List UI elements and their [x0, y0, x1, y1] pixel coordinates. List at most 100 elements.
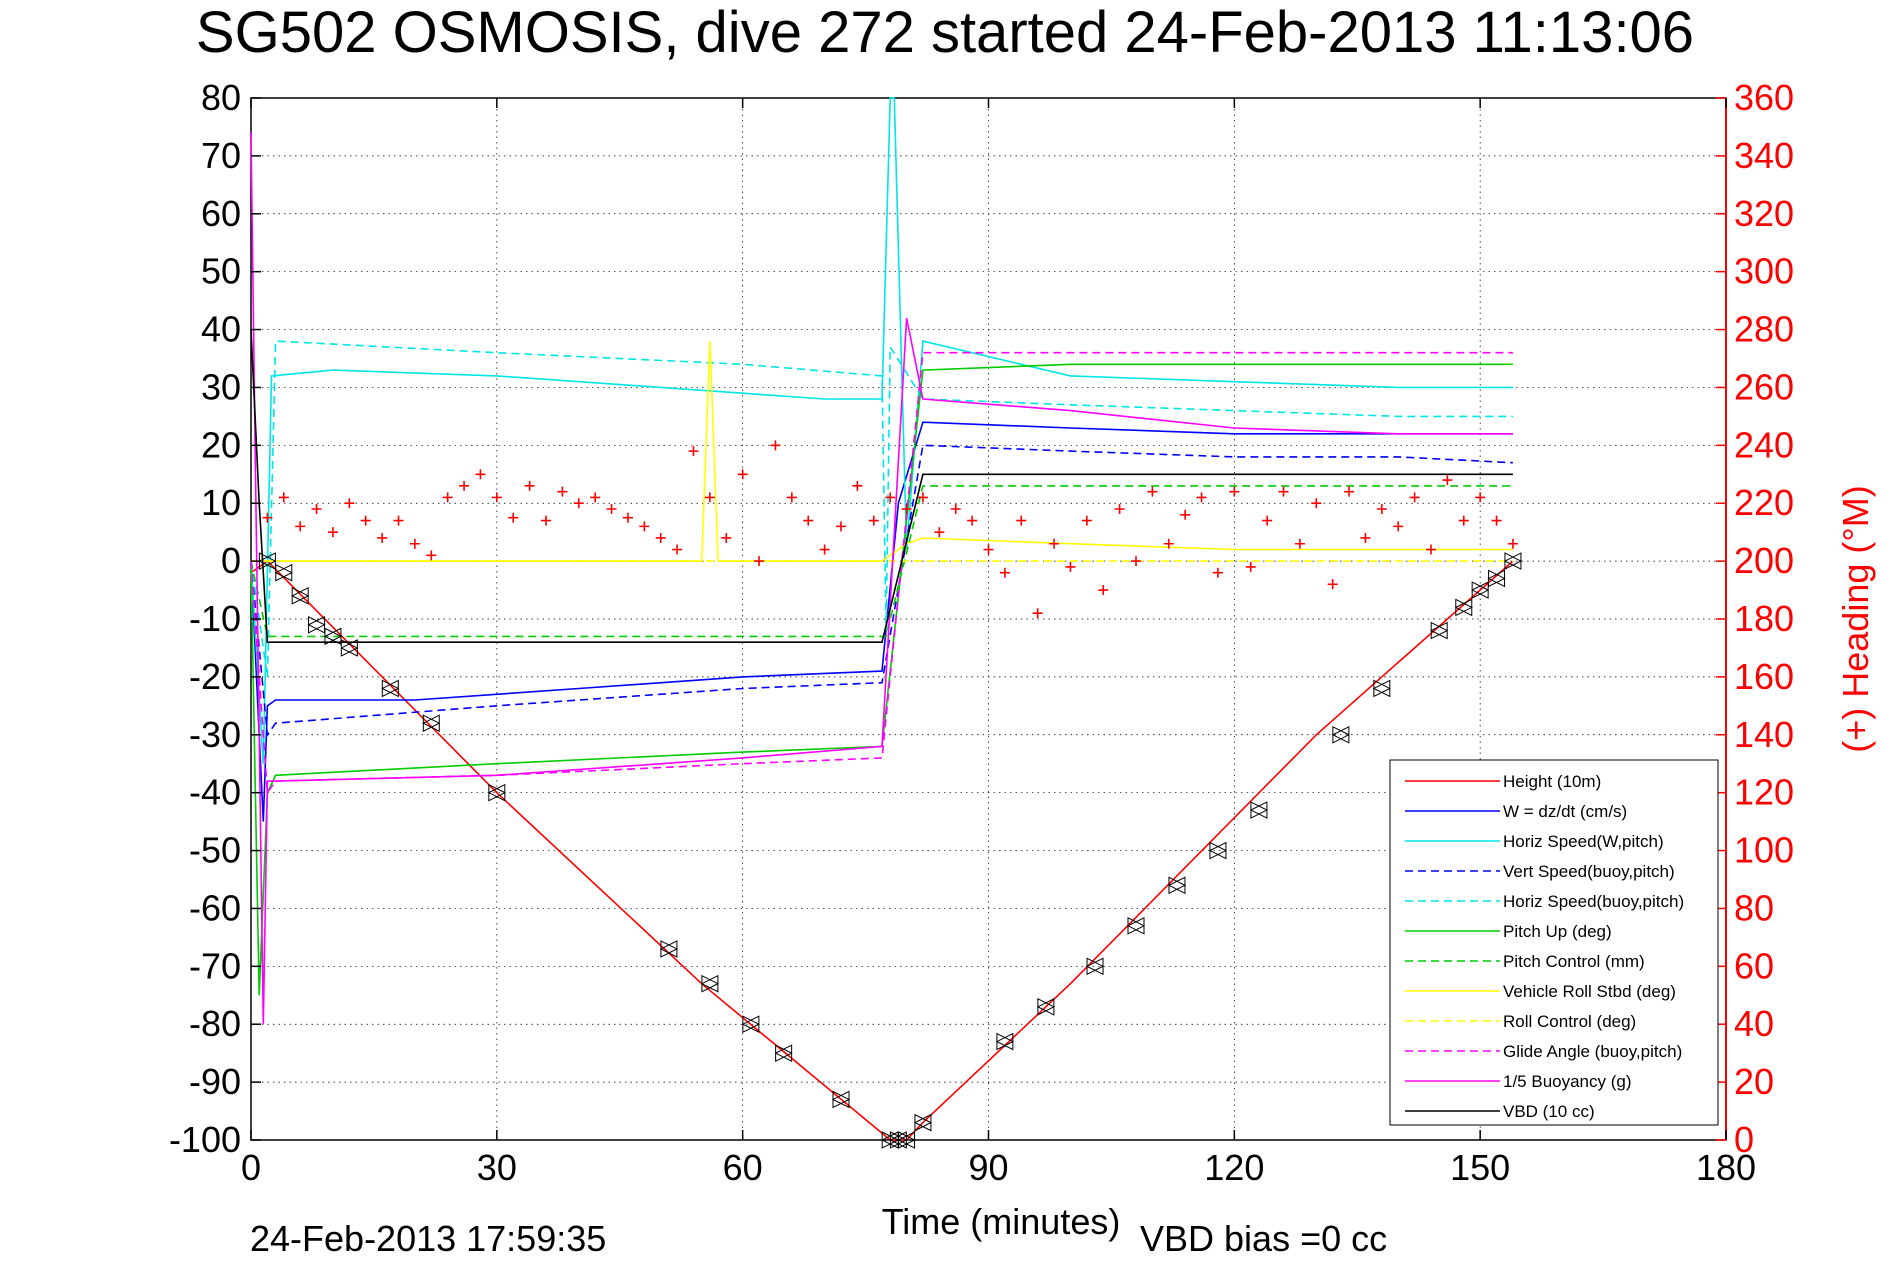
y2-ticks: 3603403203002802602402202001801601401201…	[1716, 77, 1794, 1160]
heading-point	[344, 498, 355, 509]
heading-point	[442, 492, 453, 503]
heading-point	[836, 521, 846, 532]
vbd-marker	[1454, 598, 1473, 617]
legend-label: Horiz Speed(buoy,pitch)	[1503, 892, 1684, 911]
heading-point	[590, 492, 601, 503]
series-line-1	[250, 421, 1513, 822]
y-tick-label: 20	[201, 424, 241, 465]
legend-label: Horiz Speed(W,pitch)	[1503, 832, 1664, 851]
heading-point	[459, 480, 470, 491]
y2-tick-label: 80	[1734, 887, 1774, 928]
y2-tick-label: 300	[1734, 251, 1794, 292]
heading-point	[1507, 538, 1518, 549]
x-axis-label: Time (minutes)	[882, 1201, 1121, 1242]
heading-point	[409, 538, 420, 549]
y2-tick-label: 240	[1734, 424, 1794, 465]
timestamp-footer: 24-Feb-2013 17:59:35	[250, 1218, 606, 1259]
y-tick-label: 80	[201, 77, 241, 118]
y-tick-label: 50	[201, 251, 241, 292]
vbd-marker	[659, 940, 679, 958]
vbd-marker	[741, 1015, 760, 1034]
y-tick-label: -100	[169, 1119, 241, 1160]
y-tick-label: 30	[201, 366, 241, 407]
vbd-marker	[1331, 725, 1350, 744]
legend-label: Pitch Control (mm)	[1503, 952, 1645, 971]
y2-tick-label: 260	[1734, 366, 1794, 407]
heading-point	[983, 544, 994, 555]
vbd-marker	[995, 1032, 1015, 1051]
y2-tick-label: 180	[1734, 598, 1794, 639]
vbd-marker	[897, 1131, 916, 1149]
heading-point	[786, 492, 797, 503]
vbd-marker	[1249, 801, 1269, 819]
heading-point	[524, 480, 535, 491]
heading-point	[1180, 509, 1191, 520]
legend-label: Vehicle Roll Stbd (deg)	[1503, 982, 1676, 1001]
heading-point	[360, 515, 371, 526]
heading-point	[999, 567, 1010, 578]
y-tick-label: -20	[189, 656, 241, 697]
y2-tick-label: 280	[1734, 309, 1794, 350]
y-tick-label: 60	[201, 193, 241, 234]
heading-point	[327, 527, 338, 538]
x-tick-label: 90	[968, 1147, 1008, 1188]
heading-point	[868, 515, 879, 526]
heading-point	[704, 492, 715, 503]
grid	[251, 98, 1726, 1140]
y-tick-label: -50	[189, 830, 241, 871]
vbd-marker	[1126, 917, 1146, 935]
vbd-marker	[487, 783, 506, 802]
x-tick-label: 0	[241, 1147, 261, 1188]
y-tick-label: 70	[201, 135, 241, 176]
y2-tick-label: 360	[1734, 77, 1794, 118]
y-ticks: 80 70 60 50 40 30 20 10 0 -10 -20 -30 -40 -50 -60 -70 -8…	[169, 77, 261, 1160]
vbd-marker	[1085, 957, 1105, 976]
heading-point	[672, 544, 683, 555]
legend-items: Height (10m) W = dz/dt (cm/s) Horiz Speed(…	[1405, 772, 1684, 1121]
heading-point	[508, 512, 519, 523]
legend-label: 1/5 Buoyancy (g)	[1503, 1072, 1632, 1091]
y2-tick-label: 0	[1734, 1119, 1754, 1160]
legend-label: Vert Speed(buoy,pitch)	[1503, 862, 1675, 881]
heading-point	[1475, 492, 1486, 503]
heading-point	[1327, 579, 1338, 590]
heading-point	[1032, 608, 1043, 619]
heading-point	[1131, 556, 1141, 567]
heading-point	[475, 469, 486, 480]
y2-tick-label: 100	[1734, 830, 1794, 871]
vbd-marker	[1430, 621, 1449, 640]
x-tick-label: 150	[1450, 1147, 1510, 1188]
y2-tick-label: 140	[1734, 714, 1794, 755]
y-tick-label: -30	[189, 714, 241, 755]
legend-label: VBD (10 cc)	[1503, 1102, 1595, 1121]
heading-point	[819, 544, 830, 555]
heading-point	[1491, 515, 1502, 526]
heading-point	[1426, 544, 1436, 555]
heading-point	[803, 515, 814, 526]
heading-point	[1016, 515, 1027, 526]
legend-label: Height (10m)	[1503, 772, 1601, 791]
heading-point	[377, 532, 388, 543]
vbd-marker	[831, 1090, 851, 1109]
vbd-marker	[1036, 998, 1055, 1016]
y2-tick-label: 200	[1734, 540, 1794, 581]
y2-tick-label: 220	[1734, 482, 1794, 523]
heading-point	[1393, 521, 1404, 532]
heading-point	[1212, 567, 1223, 578]
vbd-marker	[381, 679, 400, 698]
y2-axis-label: (+) Heading (°M)	[1835, 485, 1876, 752]
heading-point	[1049, 538, 1060, 549]
x-ticks: 0 30 60 90 120 150 180	[241, 98, 1756, 1188]
heading-point	[541, 515, 551, 526]
heading-point	[885, 492, 896, 503]
series-line-10	[250, 132, 1513, 1025]
series-line-7	[251, 341, 1513, 562]
y2-tick-label: 60	[1734, 945, 1774, 986]
y-tick-label: 10	[201, 482, 241, 523]
legend-label: Glide Angle (buoy,pitch)	[1503, 1042, 1682, 1061]
heading-point	[950, 504, 961, 515]
heading-point	[639, 521, 650, 532]
heading-point	[1196, 492, 1207, 503]
heading-point	[655, 532, 666, 543]
